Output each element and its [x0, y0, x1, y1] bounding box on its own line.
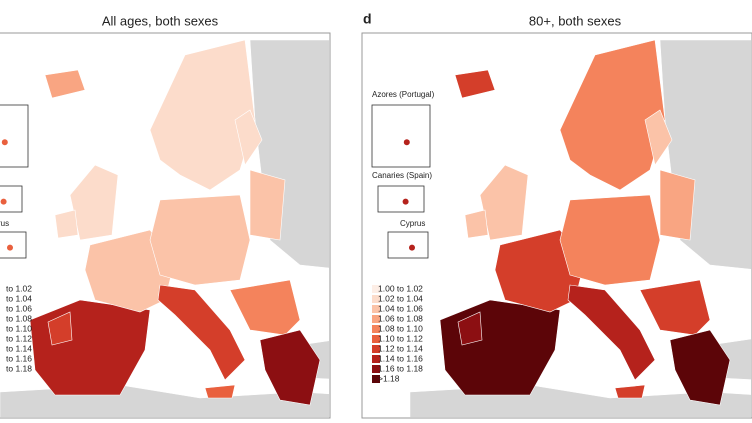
legend-label: to 1.04: [6, 293, 32, 303]
map: [0, 39, 329, 417]
legend-label: 1.08 to 1.10: [378, 323, 423, 333]
inset-label: Azores (Portugal): [372, 90, 435, 99]
region: [149, 39, 256, 191]
inset-box: [0, 185, 23, 213]
region: [614, 384, 646, 399]
region: [644, 109, 673, 166]
legend-label: to 1.08: [6, 313, 32, 323]
legend-label: 1.14 to 1.16: [378, 353, 423, 363]
region: [559, 194, 661, 286]
legend-label: to 1.18: [6, 363, 32, 373]
legend-swatch: [372, 365, 380, 373]
region: [149, 194, 251, 286]
legend-label: 1.06 to 1.08: [378, 313, 423, 323]
region: [567, 284, 656, 381]
region: [479, 164, 529, 241]
legend-label: 1.04 to 1.06: [378, 303, 423, 313]
region: [69, 164, 119, 241]
legend-label: to 1.06: [6, 303, 32, 313]
region: [44, 69, 86, 99]
panel-label: d: [363, 11, 372, 27]
region: [229, 279, 301, 336]
panel-title: 80+, both sexes: [529, 13, 622, 28]
region: [157, 284, 246, 381]
legend-swatch: [372, 355, 380, 363]
region: [559, 39, 666, 191]
region: [249, 169, 286, 241]
region: [234, 109, 263, 166]
legend-label: to 1.10: [6, 323, 32, 333]
inset-island: [1, 139, 8, 146]
legend-label: 1.02 to 1.04: [378, 293, 423, 303]
legend-label: 1.16 to 1.18: [378, 363, 423, 373]
legend-label: >1.18: [378, 373, 400, 383]
inset-box: [0, 104, 29, 168]
inset-box: [377, 185, 425, 213]
region: [457, 311, 483, 346]
region: [204, 384, 236, 399]
legend-swatch: [372, 345, 380, 353]
legend-label: 1.00 to 1.02: [378, 283, 423, 293]
region: [464, 209, 489, 239]
inset-box: [387, 231, 429, 259]
map-inner: [0, 39, 329, 417]
map: [409, 39, 751, 417]
inset-box: [0, 231, 27, 259]
legend-swatch: [372, 375, 380, 383]
legend-swatch: [372, 285, 380, 293]
legend-swatch: [372, 315, 380, 323]
legend-swatch: [372, 295, 380, 303]
region: [54, 209, 79, 239]
inset-island: [403, 139, 410, 146]
legend-swatch: [372, 305, 380, 313]
legend-label: to 1.16: [6, 353, 32, 363]
legend-swatch: [372, 325, 380, 333]
legend-label: to 1.02: [6, 283, 32, 293]
legend-label: to 1.14: [6, 343, 32, 353]
region: [669, 329, 731, 406]
inset-label: Cyprus: [400, 219, 425, 228]
legend-label: 1.10 to 1.12: [378, 333, 423, 343]
region: [47, 311, 73, 346]
map-inner: [409, 39, 751, 417]
region: [454, 69, 496, 99]
inset-label: rus: [0, 219, 9, 228]
inset-island: [0, 198, 7, 205]
region: [259, 329, 321, 406]
legend-label: 1.12 to 1.14: [378, 343, 423, 353]
inset-island: [402, 198, 409, 205]
region: [639, 279, 711, 336]
panel-title: All ages, both sexes: [102, 13, 219, 28]
legend-label: to 1.12: [6, 333, 32, 343]
inset-island: [7, 244, 13, 251]
region: [659, 169, 696, 241]
inset-box: [371, 104, 431, 168]
inset-label: Canaries (Spain): [372, 171, 432, 180]
inset-island: [409, 244, 415, 251]
legend-swatch: [372, 335, 380, 343]
